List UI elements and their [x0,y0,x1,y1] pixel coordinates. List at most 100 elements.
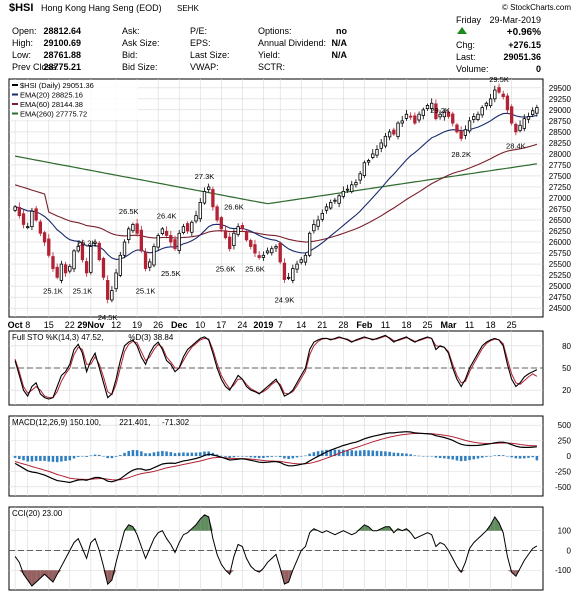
legend-background [10,80,138,120]
ema60-line [14,143,538,243]
quote-value: 29100.69 [43,38,81,48]
macd-histogram-bar [535,456,539,461]
candle-body [122,241,127,256]
y-tick-label: 0 [567,546,572,555]
price-annotation: 25.6K [216,265,236,274]
macd-histogram-bar [480,456,484,458]
legend-entry: Full STO %K(14,3) 47.52, [12,333,103,342]
candle-body [17,207,21,217]
y-tick-label: 100 [558,527,572,536]
cci-oversold-fill [111,570,117,581]
macd-histogram-bar [148,453,152,456]
price-annotation: 26.6K [224,203,244,212]
x-tick-label: Dec [171,320,188,330]
candle-body [371,153,375,158]
candle-body [114,272,118,290]
macd-histogram-bar [270,456,274,457]
macd-histogram-bar [114,456,118,457]
quote-label: EPS: [190,38,211,48]
candle-body [215,206,219,221]
chart-panels: 2450024750250002525025500257502600026250… [8,75,572,591]
candle-body [408,115,413,118]
macd-histogram-bar [417,455,421,457]
macd-histogram-bar [30,456,34,462]
quote-value: N/A [332,38,348,48]
macd-histogram-bar [400,453,404,456]
chg-value: +276.15 [508,40,541,50]
y-tick-label: 20 [562,386,571,395]
cci-overbought-fill [364,524,369,531]
macd-histogram-bar [413,455,417,456]
candle-body [202,190,207,204]
macd-histogram-bar [518,456,522,459]
candle-body [400,120,404,124]
candle-body [442,111,446,118]
cci-oversold-fill [27,570,32,587]
macd-histogram-bar [89,455,93,457]
price-annotation: 26.4K [157,211,177,220]
cci-oversold-fill [40,570,45,579]
candle-body [438,113,442,118]
candle-body [42,232,47,243]
candle-body [232,232,236,247]
candle-body [135,223,139,234]
macd-histogram-bar [241,456,244,457]
macd-histogram-bar [291,456,295,459]
macd-histogram-bar [198,452,202,456]
x-tick-label: 10 [195,320,205,330]
macd-histogram-bar [220,455,223,457]
macd-histogram-bar [443,456,446,459]
y-tick-label: 0 [567,452,572,461]
exchange-label: SEHK [177,4,199,13]
macd-histogram-bar [514,456,518,459]
x-tick-label: 21 [317,320,327,330]
x-tick-label: Mar [441,320,458,330]
candle-body [97,242,101,261]
x-tick-label: 25 [507,320,517,330]
candle-body [261,254,266,258]
y-tick-label: 27500 [549,172,572,181]
macd-histogram-bar [295,456,299,458]
cci-overbought-fill [385,526,390,531]
macd-histogram-bar [354,450,358,456]
macd-histogram-bar [316,451,320,456]
macd-panel: -500 -250 0 250 500 MACD(12,26,9) 150.100, 221… [8,415,572,497]
candle-body [80,243,85,261]
macd-histogram-bar [140,451,143,456]
candle-body [236,226,240,235]
macd-histogram-bar [228,456,231,458]
candle-body [106,280,110,300]
candle-body [211,189,215,208]
cci-oversold-fill [31,570,37,587]
quote-label: Last Size: [190,50,230,60]
quote-value: 28775.21 [43,62,81,72]
stoch-k-line [14,334,538,400]
quote-label: High: [12,38,33,48]
macd-histogram-bar [501,455,505,456]
legend-entry: EMA(20) 28825.16 [20,91,83,100]
candle-body [425,105,430,110]
macd-histogram-bar [119,455,122,456]
candle-body [358,173,362,181]
candle-body [472,116,476,121]
macd-histogram-bar [43,456,46,461]
macd-line [14,431,537,484]
macd-histogram-bar [173,453,177,456]
candle-body [413,115,417,124]
macd-histogram-bar [363,450,366,456]
cci-oversold-fill [103,570,108,585]
x-tick-label: 18 [401,320,411,330]
candle-body [244,231,249,241]
price-annotation: 26.2K [77,238,97,247]
macd-histogram-bar [308,453,311,456]
candle-body [190,221,194,233]
macd-histogram-bar [64,456,67,461]
chg-label: Chg: [456,40,475,50]
macd-histogram-bar [396,452,400,456]
candle-body [270,248,274,254]
macd-histogram-bar [152,452,156,456]
candle-body [291,268,295,281]
candle-body [257,255,261,258]
y-tick-label: 28250 [549,139,572,148]
cci-line [14,514,538,587]
